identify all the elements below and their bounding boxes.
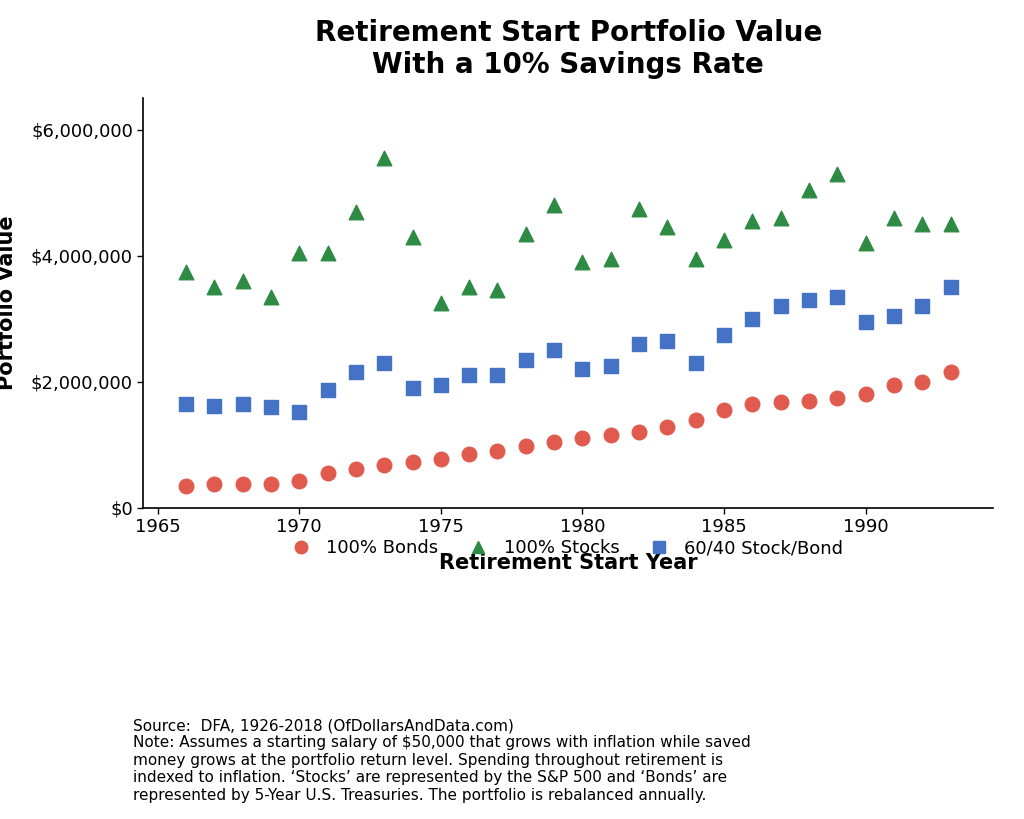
Point [631, 202, 647, 215]
Point [829, 167, 846, 180]
Point [404, 382, 421, 395]
Point [518, 440, 535, 453]
Point [376, 356, 392, 369]
Point [546, 435, 562, 448]
Point [716, 328, 732, 341]
Point [773, 211, 790, 224]
Point [602, 252, 618, 265]
Point [886, 309, 902, 322]
Point [461, 281, 477, 294]
Point [574, 363, 591, 376]
Point [829, 391, 846, 404]
Title: Retirement Start Portfolio Value
With a 10% Savings Rate: Retirement Start Portfolio Value With a … [314, 19, 822, 79]
Point [858, 237, 874, 250]
Point [744, 215, 761, 228]
Point [574, 256, 591, 269]
Point [744, 397, 761, 410]
Point [744, 312, 761, 325]
Point [262, 290, 279, 303]
Point [602, 360, 618, 373]
Point [688, 252, 705, 265]
Point [801, 183, 817, 197]
Point [206, 399, 222, 412]
Point [886, 378, 902, 391]
Point [858, 388, 874, 401]
Point [942, 218, 958, 231]
Point [489, 445, 506, 458]
Point [942, 281, 958, 294]
Point [291, 474, 307, 487]
Text: Source:  DFA, 1926-2018 (OfDollarsAndData.com)
Note: Assumes a starting salary o: Source: DFA, 1926-2018 (OfDollarsAndData… [133, 718, 751, 803]
Point [433, 296, 450, 310]
Point [518, 353, 535, 366]
Point [376, 152, 392, 165]
Point [688, 356, 705, 369]
Point [546, 344, 562, 357]
Point [461, 369, 477, 382]
Point [177, 265, 194, 278]
Point [886, 211, 902, 224]
Point [914, 300, 931, 313]
Legend: 100% Bonds, 100% Stocks, 60/40 Stock/Bond: 100% Bonds, 100% Stocks, 60/40 Stock/Bon… [275, 532, 851, 564]
Point [546, 199, 562, 212]
Point [291, 405, 307, 419]
Point [659, 221, 676, 234]
Point [177, 397, 194, 410]
Point [489, 369, 506, 382]
Point [404, 456, 421, 469]
X-axis label: Retirement Start Year: Retirement Start Year [439, 553, 697, 572]
Point [433, 378, 450, 391]
Point [914, 218, 931, 231]
Point [291, 246, 307, 259]
Point [602, 429, 618, 442]
Point [262, 478, 279, 491]
Point [773, 396, 790, 409]
Point [914, 375, 931, 388]
Point [404, 230, 421, 243]
Point [348, 205, 365, 218]
Point [801, 394, 817, 407]
Point [376, 459, 392, 472]
Point [319, 246, 336, 259]
Point [234, 397, 251, 410]
Point [773, 300, 790, 313]
Point [801, 293, 817, 306]
Point [574, 432, 591, 445]
Point [942, 366, 958, 379]
Point [234, 477, 251, 491]
Y-axis label: Portfolio Value: Portfolio Value [0, 215, 17, 391]
Point [688, 413, 705, 426]
Point [433, 452, 450, 465]
Point [659, 334, 676, 347]
Point [489, 284, 506, 297]
Point [206, 281, 222, 294]
Point [829, 290, 846, 303]
Point [319, 383, 336, 396]
Point [262, 400, 279, 414]
Point [716, 404, 732, 417]
Point [858, 315, 874, 328]
Point [461, 448, 477, 461]
Point [348, 366, 365, 379]
Point [631, 337, 647, 351]
Point [319, 467, 336, 480]
Point [206, 477, 222, 491]
Point [518, 227, 535, 240]
Point [177, 479, 194, 492]
Point [348, 462, 365, 475]
Point [659, 421, 676, 434]
Point [234, 274, 251, 287]
Point [716, 233, 732, 247]
Point [631, 426, 647, 439]
